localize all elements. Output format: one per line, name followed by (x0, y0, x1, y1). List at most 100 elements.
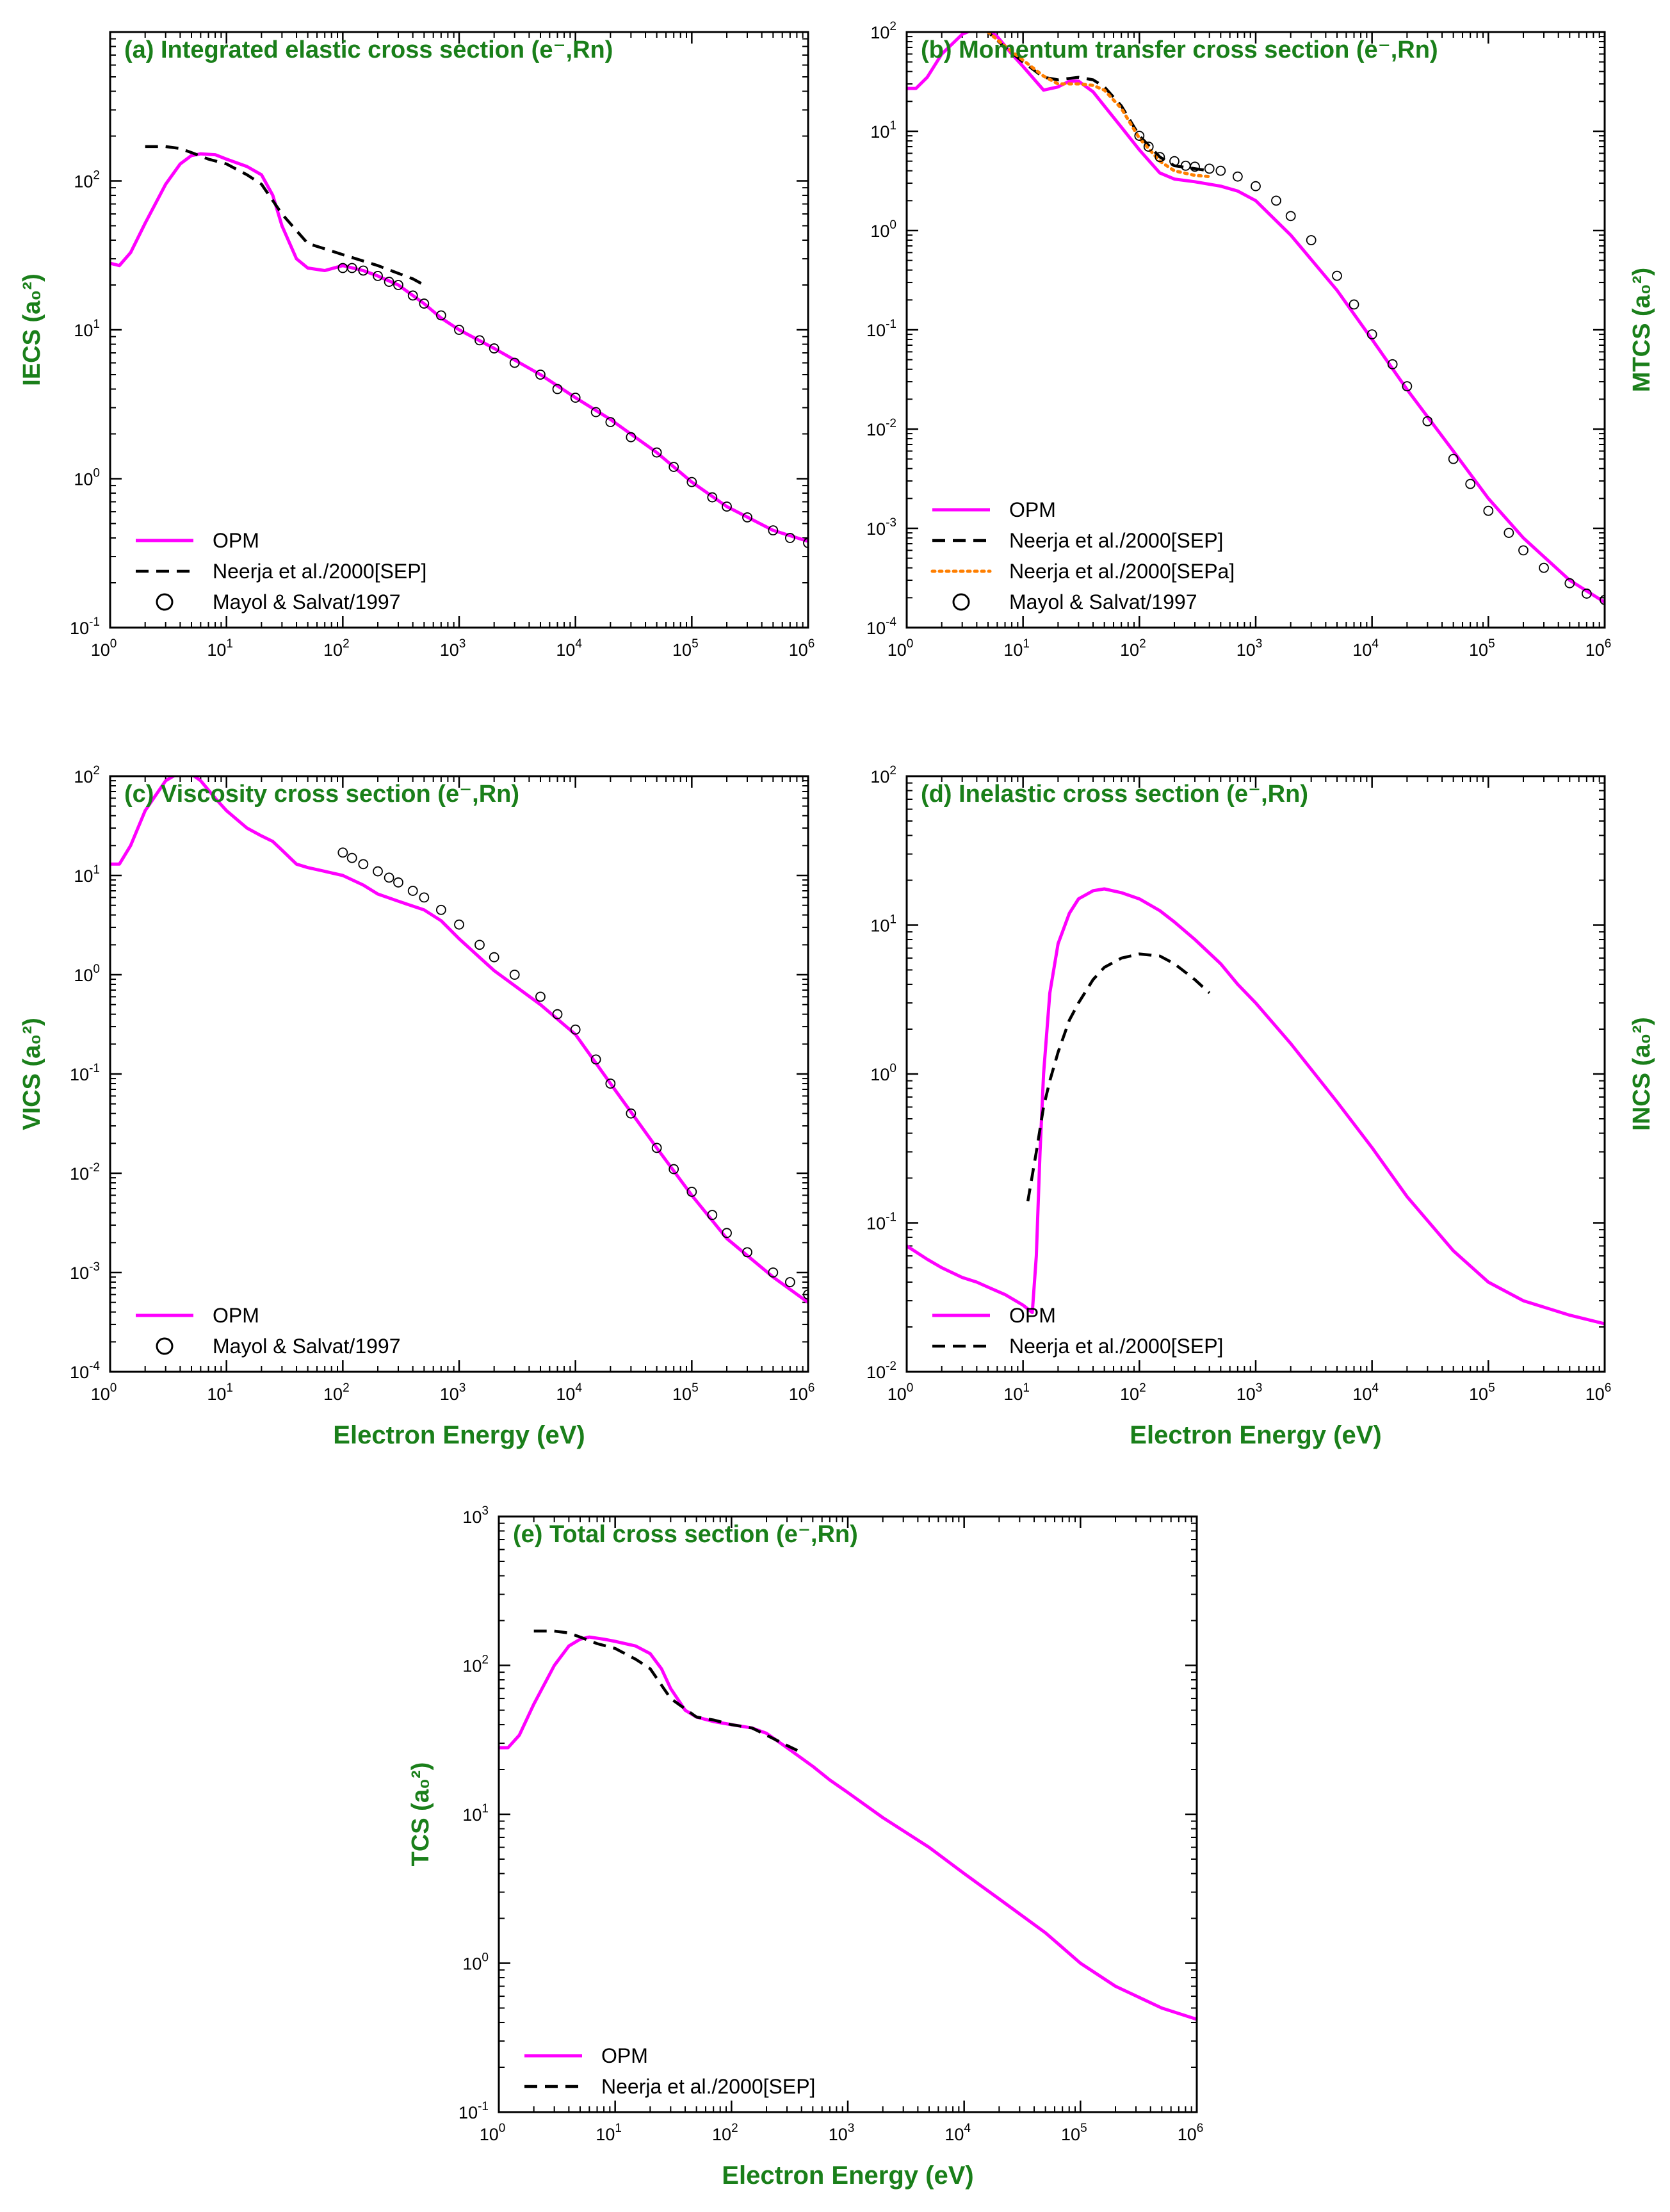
y-tick-label: 10-1 (458, 2100, 489, 2122)
series-group-d (907, 887, 1605, 1326)
x-tick-label: 100 (91, 637, 117, 660)
data-point (1518, 545, 1528, 556)
y-tick-label: 102 (462, 1654, 489, 1676)
plot-frame-a (109, 31, 809, 629)
data-point (393, 280, 403, 290)
y-tick-label: 102 (870, 20, 896, 42)
data-point (1134, 131, 1145, 141)
panel-c: 100 101 102 103 104 105 106 10-4 10-3 10-2 10-1 100… (19, 764, 815, 1449)
data-point (768, 525, 779, 536)
y-tick-label: 102 (870, 764, 896, 786)
y-tick-label: 103 (462, 1504, 489, 1527)
x-tick-label: 105 (1469, 637, 1495, 660)
data-point (722, 501, 732, 512)
data-point (1306, 235, 1317, 245)
data-point (768, 1267, 779, 1278)
y-tick-label: 100 (74, 963, 100, 985)
panel-title: (a) Integrated elastic cross section (e⁻… (124, 37, 613, 63)
data-point (1564, 578, 1575, 589)
series-group-b (907, 32, 1605, 605)
y-tick-label: 101 (74, 863, 100, 886)
data-point (373, 866, 383, 877)
y-tick-label: 10-2 (866, 417, 896, 439)
data-point (384, 277, 394, 287)
data-point (1448, 453, 1459, 464)
y-tick-label: 10-3 (866, 516, 896, 539)
y-axis-label: MTCS (a₀²) (1628, 268, 1655, 392)
y-tick-label: 101 (74, 318, 100, 340)
x-axis-label: Electron Energy (eV) (722, 2161, 973, 2190)
plot-frame-c (109, 775, 809, 1373)
y-tick-label: 10-4 (70, 1360, 100, 1382)
data-point (1251, 181, 1261, 191)
legend-label: Neerja et al./2000[SEP] (213, 560, 426, 583)
x-tick-label: 103 (1236, 1381, 1263, 1404)
series-opm-line (110, 152, 808, 543)
data-point (419, 892, 430, 903)
legend-marker-circle (156, 593, 174, 611)
data-point (784, 533, 795, 543)
series-opm-line (110, 776, 808, 1305)
data-point (552, 1009, 563, 1020)
x-tick-label: 101 (207, 637, 233, 660)
data-point (1600, 594, 1605, 605)
data-point (707, 492, 718, 503)
y-tick-label: 102 (74, 169, 100, 191)
data-point (784, 1277, 795, 1287)
x-tick-label: 104 (1352, 1381, 1379, 1404)
y-tick-label: 10-1 (866, 1211, 896, 1233)
y-tick-label: 100 (462, 1951, 489, 1974)
data-point (1190, 161, 1200, 172)
data-point (570, 393, 581, 403)
legend-a: OPM Neerja et al./2000[SEP] Mayol & Salvat… (136, 529, 426, 614)
legend-label: Neerja et al./2000[SEP] (1009, 1335, 1223, 1358)
data-point (1271, 195, 1281, 206)
series-opm-line (907, 887, 1605, 1326)
data-point (1169, 156, 1180, 167)
series-mayol-salvat (1134, 131, 1605, 605)
y-tick-label: 101 (870, 119, 896, 142)
data-point (590, 407, 601, 418)
x-tick-label: 100 (91, 1381, 117, 1404)
data-point (337, 847, 348, 858)
y-tick-label: 10-1 (70, 615, 100, 638)
legend-label: OPM (1009, 1304, 1056, 1327)
data-point (358, 859, 369, 870)
series-group-e (499, 1629, 1197, 2021)
panel-title: (d) Inelastic cross section (e⁻,Rn) (921, 781, 1308, 808)
data-point (419, 298, 430, 309)
data-point (1366, 329, 1377, 339)
data-point (803, 1289, 808, 1300)
data-point (651, 1143, 662, 1153)
legend-b: OPM Neerja et al./2000[SEP] Neerja et al./… (930, 498, 1235, 614)
data-point (1232, 171, 1243, 182)
legend-marker-circle (156, 1337, 174, 1355)
y-axis-label: INCS (a₀²) (1628, 1017, 1655, 1131)
x-tick-label: 104 (1352, 637, 1379, 660)
legend-d: OPM Neerja et al./2000[SEP] (932, 1304, 1223, 1358)
data-point (626, 432, 636, 443)
panel-d: 100 101 102 103 104 105 106 10-2 10-1 100 101 102 (d… (866, 764, 1655, 1449)
data-point (489, 343, 499, 354)
y-axis-label: VICS (a₀²) (19, 1018, 45, 1130)
data-point (1465, 478, 1476, 489)
x-tick-label: 103 (829, 2122, 855, 2144)
data-point (1402, 381, 1413, 392)
data-point (535, 370, 546, 380)
data-point (590, 1054, 601, 1065)
legend-marker-circle (952, 593, 970, 611)
data-point (474, 335, 485, 346)
data-point (686, 476, 697, 487)
data-point (742, 1247, 752, 1258)
panel-b: 100 101 102 103 104 105 106 10-4 10-3 10-2 10-1 100… (866, 20, 1655, 660)
legend-label: Mayol & Salvat/1997 (1009, 590, 1197, 614)
x-tick-label: 106 (789, 637, 815, 660)
legend-c: OPM Mayol & Salvat/1997 (136, 1304, 401, 1358)
data-point (686, 1187, 697, 1197)
x-tick-label: 106 (1585, 1381, 1612, 1404)
series-mayol-salvat (337, 847, 808, 1300)
x-tick-label: 102 (1120, 637, 1146, 660)
legend-e: OPM Neerja et al./2000[SEP] (524, 2044, 815, 2098)
